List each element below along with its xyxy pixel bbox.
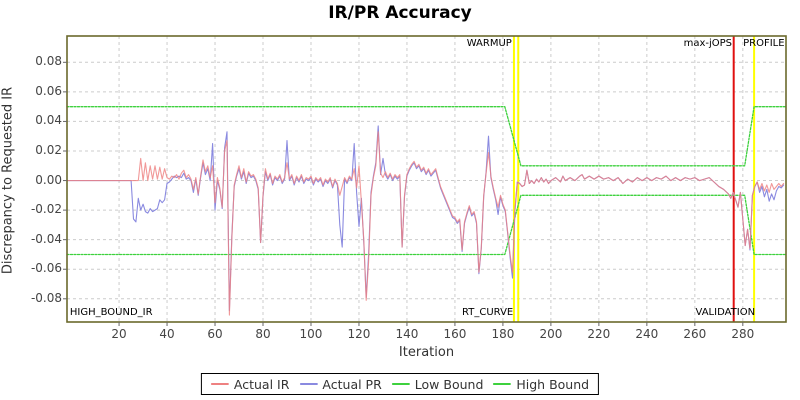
y-tick-label: -0.08 [30,290,62,305]
x-tick-label: 120 [347,327,371,341]
legend-swatch-actual-ir [210,383,229,385]
high-bound-line [66,106,787,167]
legend-item-high-bound: High Bound [493,377,589,392]
y-tick-label: 0.04 [35,113,62,128]
y-tick-label: 0.00 [35,172,62,187]
chart-title: IR/PR Accuracy [328,3,472,23]
phase-label-warmup: WARMUP [466,38,512,49]
x-tick-label: 40 [159,327,175,341]
x-tick-label: 140 [395,327,419,341]
y-tick-label: -0.06 [30,261,62,276]
x-axis-label: Iteration [398,345,455,360]
legend-label-actual-ir: Actual IR [233,376,290,392]
y-tick-label: 0.08 [35,54,62,69]
y-tick-label: 0.06 [35,83,62,98]
x-tick-label: 200 [539,327,563,341]
y-tick-label: -0.02 [30,202,62,217]
y-tick-label: 0.02 [35,142,62,157]
legend-swatch-high-bound [493,383,512,385]
phase-label-validation: VALIDATION [695,307,756,318]
x-tick-label: 260 [683,327,707,341]
x-tick-label: 60 [207,327,223,341]
x-tick-label: 80 [255,327,271,341]
legend-label-actual-pr: Actual PR [322,376,382,392]
legend-label-low-bound: Low Bound [414,376,484,392]
phase-label-high-bound-ir: HIGH_BOUND_IR [69,307,153,318]
phase-label-max-jops: max-jOPS [683,38,733,49]
legend-item-actual-pr: Actual PR [299,376,382,392]
phase-label-profile: PROFILE [743,38,785,49]
legend-swatch-low-bound [391,383,410,385]
x-tick-label: 220 [587,327,611,341]
x-tick-label: 240 [635,327,659,341]
plot-border [66,35,787,323]
x-tick-label: 20 [111,327,127,341]
x-tick-label: 160 [443,327,467,341]
legend-label-high-bound: High Bound [516,376,590,392]
low-bound-line [66,194,787,256]
x-tick-label: 100 [299,327,323,341]
y-tick-label: -0.04 [30,231,62,246]
actual-ir-line [66,131,785,316]
legend: Actual IR Actual PR Low Bound High Bound [200,373,600,395]
x-tick-label: 180 [491,327,515,341]
legend-item-actual-ir: Actual IR [210,376,290,392]
phase-label-rt-curve: RT_CURVE [462,307,514,318]
x-tick-label: 280 [731,327,755,341]
legend-item-low-bound: Low Bound [391,376,484,392]
legend-swatch-actual-pr [299,383,318,385]
